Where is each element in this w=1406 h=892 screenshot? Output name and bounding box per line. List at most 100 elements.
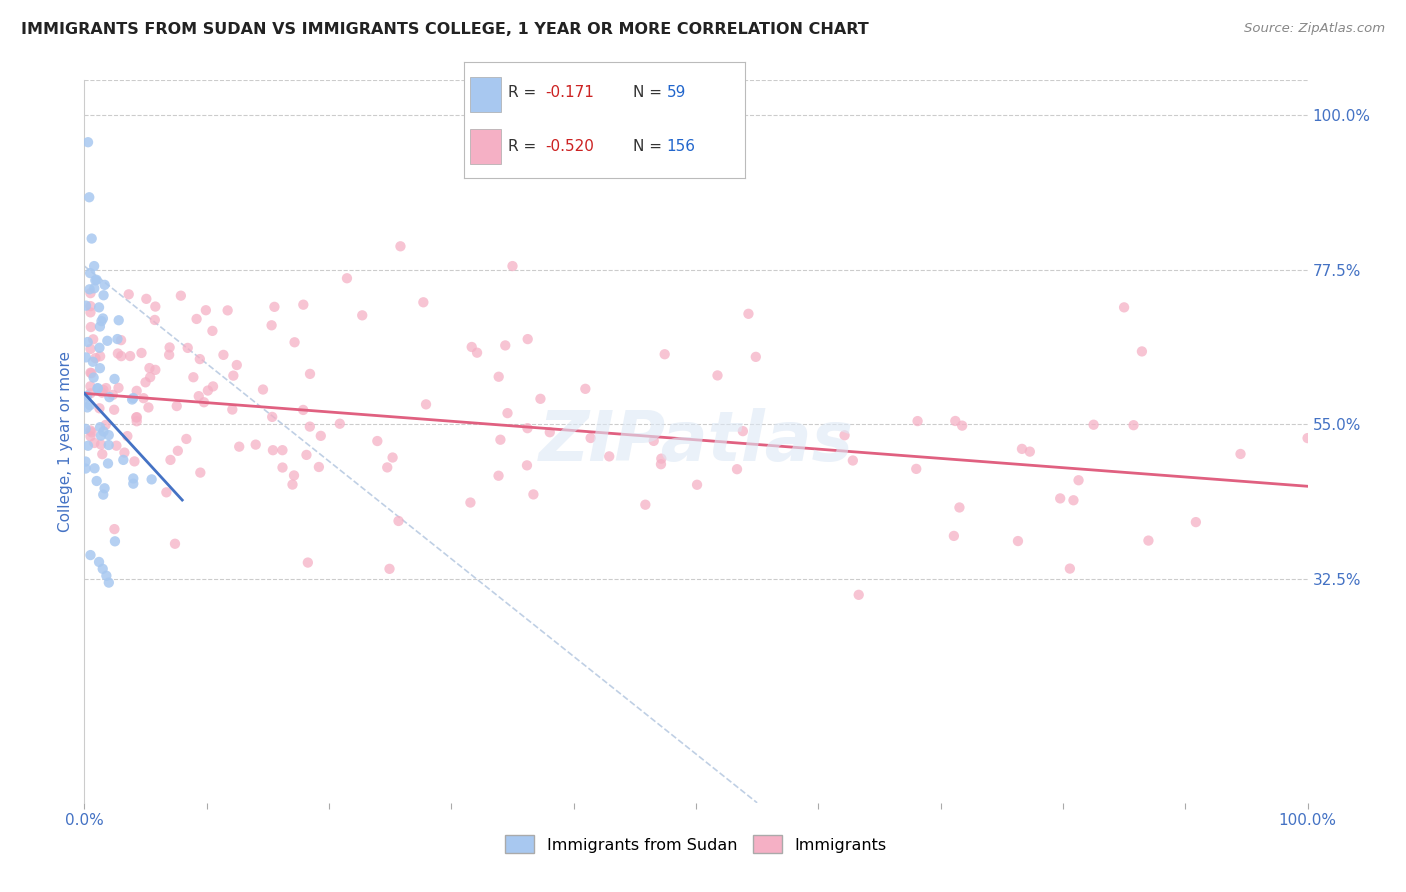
Point <box>107 332 129 346</box>
Point <box>378 562 401 576</box>
Point <box>79 386 101 401</box>
Point <box>731 424 754 438</box>
Point <box>283 468 305 483</box>
Point <box>329 417 352 431</box>
FancyBboxPatch shape <box>470 77 501 112</box>
Point <box>90 437 112 451</box>
Point <box>281 477 304 491</box>
Point <box>201 324 224 338</box>
Point <box>502 259 524 273</box>
Point <box>415 397 437 411</box>
Point <box>91 311 114 326</box>
Point <box>387 514 409 528</box>
Point <box>90 428 112 442</box>
Text: R =: R = <box>508 139 541 154</box>
Point <box>225 358 247 372</box>
Point <box>465 345 488 359</box>
Point <box>112 453 135 467</box>
Point <box>907 414 929 428</box>
Point <box>97 428 120 442</box>
Point <box>139 370 162 384</box>
Point <box>83 259 105 273</box>
Point <box>79 429 101 443</box>
Point <box>188 466 211 480</box>
Point <box>737 307 759 321</box>
Point <box>83 461 105 475</box>
Point <box>80 320 103 334</box>
Point <box>948 500 970 515</box>
Point <box>93 277 115 292</box>
Point <box>170 288 193 302</box>
Point <box>79 379 101 393</box>
Point <box>222 368 245 383</box>
Text: 156: 156 <box>666 139 696 154</box>
Point <box>86 273 108 287</box>
Point <box>193 395 215 409</box>
Point <box>117 429 139 443</box>
Point <box>460 495 482 509</box>
Point <box>488 369 510 384</box>
Point <box>834 428 856 442</box>
Point <box>110 333 132 347</box>
Point <box>1059 561 1081 575</box>
Point <box>260 318 283 333</box>
Point <box>461 340 484 354</box>
Point <box>159 453 181 467</box>
Point <box>125 410 148 425</box>
Point <box>366 434 388 448</box>
Point <box>101 388 124 402</box>
Point <box>489 433 512 447</box>
Point <box>650 457 672 471</box>
Point <box>118 287 141 301</box>
Point <box>79 286 101 301</box>
Point <box>122 391 145 405</box>
Point <box>574 382 596 396</box>
Point <box>75 391 97 405</box>
Point <box>143 300 166 314</box>
Point <box>389 239 412 253</box>
Point <box>103 372 125 386</box>
Point <box>187 389 209 403</box>
Point <box>86 474 108 488</box>
Point <box>529 392 551 406</box>
Point <box>89 341 111 355</box>
Point <box>134 376 156 390</box>
Point <box>104 534 127 549</box>
Point <box>79 342 101 356</box>
Point <box>494 338 516 352</box>
Point <box>943 414 966 428</box>
Point <box>634 498 657 512</box>
Point <box>76 389 98 403</box>
Point <box>96 568 118 582</box>
Point <box>516 421 538 435</box>
Point <box>298 419 321 434</box>
Point <box>90 314 112 328</box>
Point <box>75 454 97 468</box>
Point <box>79 548 101 562</box>
Point <box>1018 444 1040 458</box>
Point <box>516 332 538 346</box>
Point <box>89 349 111 363</box>
Point <box>93 425 115 439</box>
Point <box>91 488 114 502</box>
Point <box>89 401 111 416</box>
Point <box>97 438 120 452</box>
Point <box>375 460 398 475</box>
Point <box>122 471 145 485</box>
Point <box>91 385 114 400</box>
Point <box>135 292 157 306</box>
Point <box>212 348 235 362</box>
Point <box>262 443 284 458</box>
Point <box>86 382 108 396</box>
Point <box>197 384 219 398</box>
Text: R =: R = <box>508 86 541 101</box>
Point <box>194 303 217 318</box>
Point <box>598 450 620 464</box>
Point <box>308 460 330 475</box>
Point <box>79 266 101 280</box>
Point <box>1114 301 1136 315</box>
Point <box>292 403 315 417</box>
Point <box>166 443 188 458</box>
Point <box>75 461 97 475</box>
Text: N =: N = <box>633 86 666 101</box>
